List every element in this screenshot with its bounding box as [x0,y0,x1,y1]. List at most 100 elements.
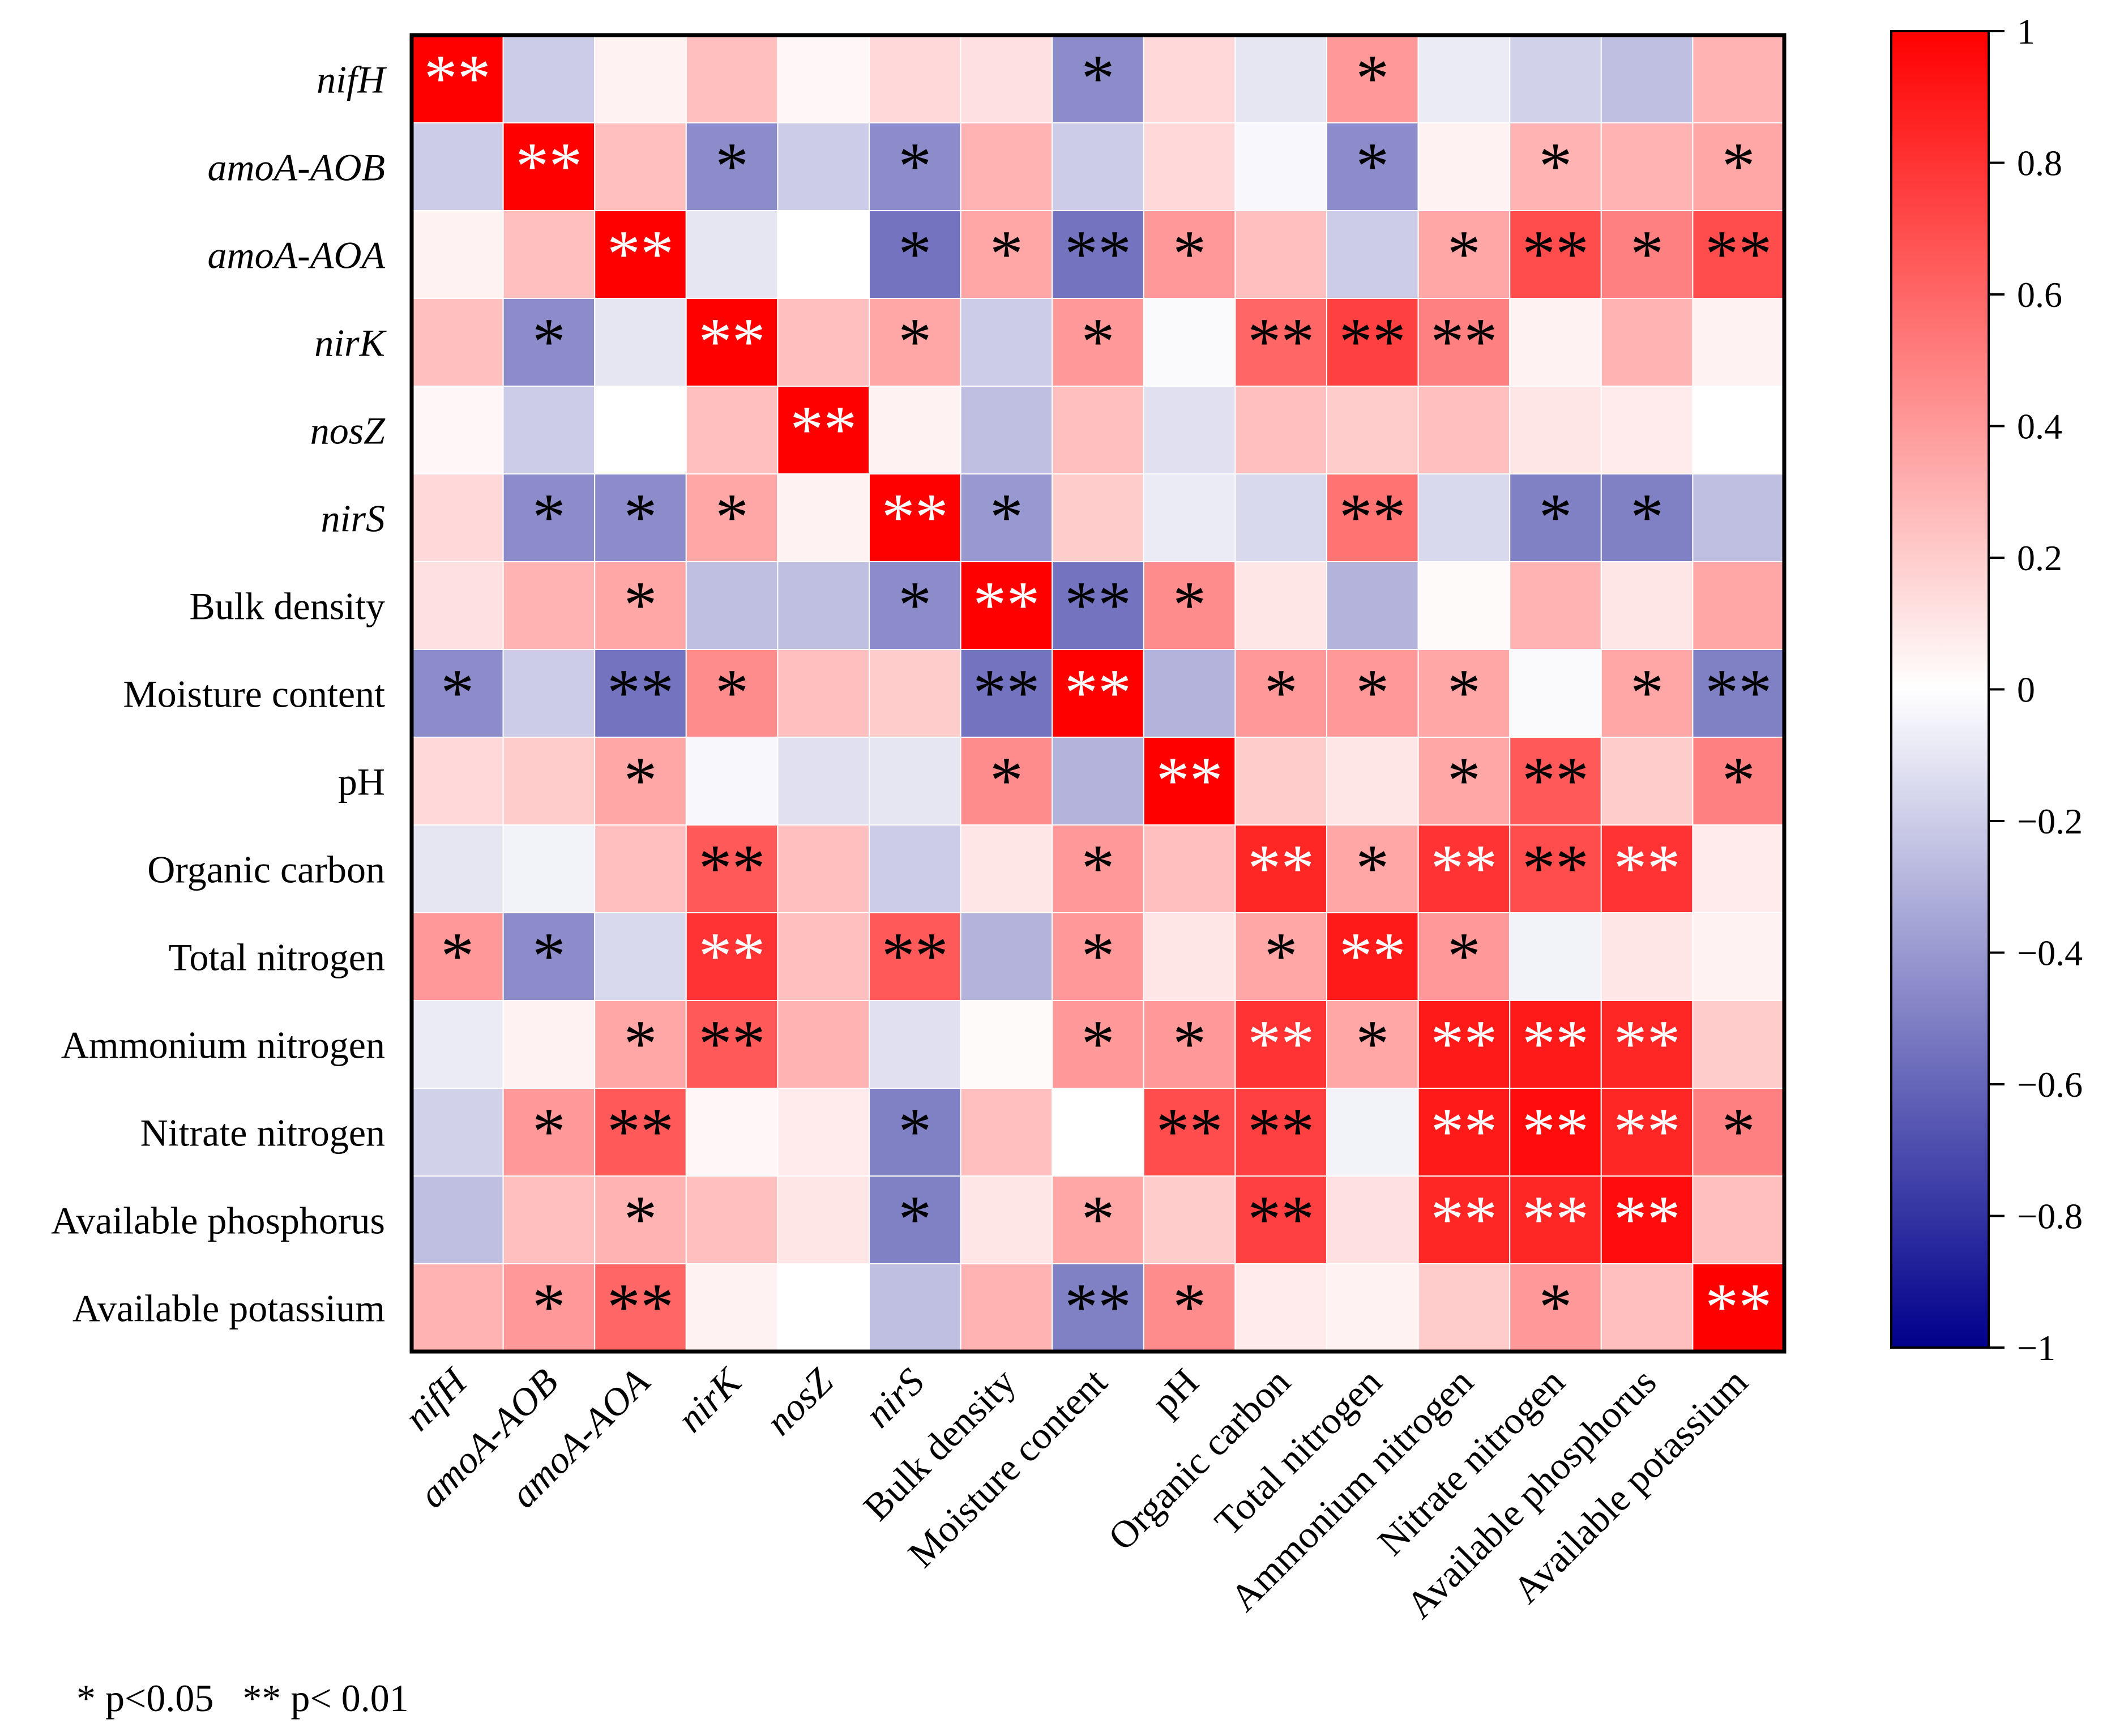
heatmap-cell [1417,561,1511,650]
heatmap-cell [1234,298,1327,387]
heatmap-cell [685,561,779,650]
row-label: nosZ [310,409,386,452]
heatmap-cell [777,1175,870,1264]
heatmap-cell [869,649,961,738]
heatmap-cell [1052,35,1144,123]
significance-mark: ** [1430,305,1497,379]
heatmap-cell [502,649,596,738]
significance-mark: * [1264,919,1298,993]
heatmap-cell [1052,1088,1144,1177]
significance-mark: ** [973,656,1040,730]
heatmap-cell [685,1263,779,1352]
heatmap-cell [1234,737,1327,826]
significance-mark: ** [1614,1094,1681,1169]
significance-mark: ** [1705,656,1772,730]
heatmap-cell [1417,1088,1511,1177]
heatmap-cell [869,1000,961,1089]
significance-mark: ** [1522,1094,1589,1169]
significance-mark: * [990,217,1023,291]
heatmap-cell [869,912,961,1001]
heatmap-cell [594,1088,687,1177]
heatmap-cell [1692,649,1785,738]
heatmap-cell [1143,473,1236,562]
heatmap-cell [960,35,1053,123]
significance-mark: * [1173,568,1206,642]
heatmap-cell [1326,824,1419,913]
colorbar: 1 0.8 0.6 0.4 0.2 0 −0.2 −0.4 −0.6 −0.8 −1 [1890,11,2083,1368]
heatmap-cell [502,1263,596,1352]
significance-mark: * [441,656,474,730]
significance-mark: * [1173,1007,1206,1081]
heatmap-cell [1600,912,1694,1001]
significance-mark: * [1447,656,1481,730]
heatmap-cell [777,824,870,913]
heatmap-cell [1417,386,1511,474]
significance-mark: * [1356,129,1389,203]
column-label: pH [1143,1360,1207,1424]
significance-mark: ** [1430,1094,1497,1169]
heatmap-cell [594,649,687,738]
significance-mark: * [1356,831,1389,905]
heatmap-cell [1509,298,1602,387]
colorbar-tick-label: 0.6 [2017,275,2062,315]
significance-mark: ** [607,1270,674,1344]
heatmap-cell [1052,649,1144,738]
significance-mark: ** [1614,831,1681,905]
heatmap-cell [869,210,961,299]
heatmap-cell [1600,1175,1694,1264]
heatmap-cell [1052,298,1144,387]
heatmap-cell [1417,122,1511,211]
row-label: Available potassium [72,1287,385,1330]
significance-mark: ** [1247,1007,1314,1081]
heatmap-cell [1692,210,1785,299]
significance-mark: * [532,1094,566,1169]
colorbar-tick-label: 0.4 [2017,407,2062,447]
heatmap-cell [1692,298,1785,387]
heatmap-cell [1143,386,1236,474]
heatmap-cells [411,35,1785,1352]
significance-mark: ** [1430,1182,1497,1256]
heatmap-cell [685,210,779,299]
significance-mark: ** [1522,1007,1589,1081]
heatmap-cell [1509,473,1602,562]
significance-mark: * [1356,656,1389,730]
heatmap-cell [411,122,504,211]
heatmap-cell [1692,1263,1785,1352]
heatmap-cell [1052,122,1144,211]
significance-mark: * [1356,41,1389,116]
heatmap-cell [777,122,870,211]
heatmap-cell [1326,1263,1419,1352]
heatmap-cell [1600,473,1694,562]
significance-mark: ** [1614,1182,1681,1256]
colorbar-tick-label: −0.2 [2017,801,2083,841]
heatmap-cell [1600,122,1694,211]
significance-mark: ** [1156,743,1223,818]
heatmap-cell [1143,1263,1236,1352]
heatmap-cell [869,35,961,123]
significance-mark: * [898,217,931,291]
heatmap-cell [1600,737,1694,826]
heatmap-cell [1052,824,1144,913]
significance-mark: * [715,656,749,730]
row-label: Total nitrogen [169,936,385,979]
significance-mark: ** [699,831,766,905]
heatmap-cell [1509,122,1602,211]
heatmap-cell [960,210,1053,299]
significance-mark: * [1173,1270,1206,1344]
heatmap-cell [1600,1263,1694,1352]
heatmap-cell [1417,35,1511,123]
significance-mark: * [1082,1182,1115,1256]
row-label: nirS [321,497,385,540]
heatmap-cell [594,386,687,474]
significance-mark: ** [1065,656,1131,730]
heatmap-cell [411,473,504,562]
heatmap-cell [1326,1000,1419,1089]
row-label: Moisture content [123,673,385,716]
colorbar-tick-label: 0.2 [2017,538,2062,578]
heatmap-cell [1417,473,1511,562]
heatmap-cell [1509,824,1602,913]
heatmap-cell [1052,1263,1144,1352]
heatmap-cell [502,122,596,211]
heatmap-cell [1600,1088,1694,1177]
significance-mark: ** [699,1007,766,1081]
